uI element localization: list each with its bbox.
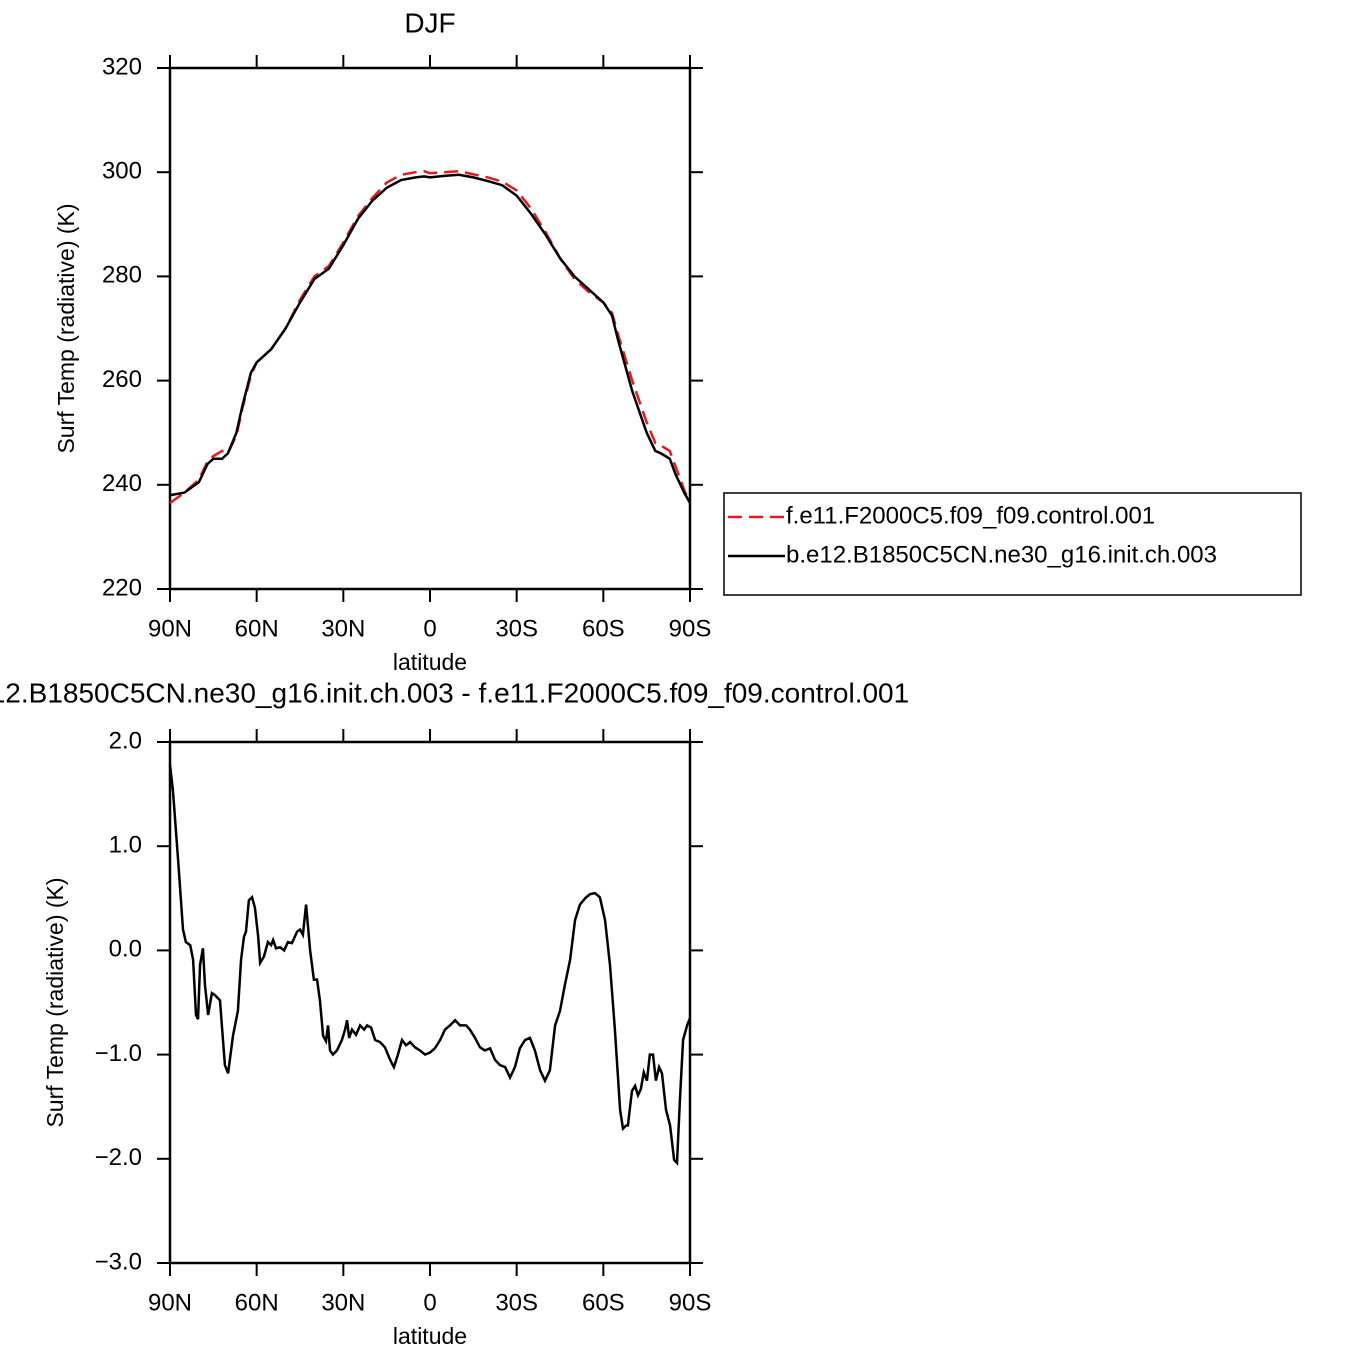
x-tick-label: 60N [235, 1289, 279, 1316]
chart-title: DJF [404, 7, 455, 38]
x-tick-label: 90S [669, 1289, 712, 1316]
x-tick-label: 60N [235, 615, 279, 642]
y-tick-label: −1.0 [95, 1040, 142, 1067]
plot-frame [168, 66, 692, 591]
y-axis-label: Surf Temp (radiative) (K) [42, 877, 68, 1127]
x-tick-label: 60S [582, 615, 625, 642]
y-tick-label: 220 [102, 574, 142, 601]
y-tick-label: 0.0 [109, 936, 142, 963]
y-tick-label: 240 [102, 470, 142, 497]
x-tick-label: 90S [669, 615, 712, 642]
x-tick-label: 30N [321, 1289, 365, 1316]
x-tick-label: 30N [321, 615, 365, 642]
y-tick-label: 320 [102, 53, 142, 80]
y-tick-label: −3.0 [95, 1248, 142, 1275]
y-tick-label: 260 [102, 366, 142, 393]
series-line [169, 169, 692, 505]
x-tick-label: 90N [148, 615, 192, 642]
y-tick-label: 1.0 [109, 832, 142, 859]
x-tick-label: 30S [495, 615, 538, 642]
legend-label: f.e11.F2000C5.f09_f09.control.001 [786, 502, 1155, 529]
x-tick-label: 60S [582, 1289, 625, 1316]
x-axis-label: latitude [393, 1323, 467, 1349]
y-tick-label: 2.0 [109, 727, 142, 754]
x-tick-label: 90N [148, 1289, 192, 1316]
x-tick-label: 0 [423, 615, 436, 642]
y-axis-label: Surf Temp (radiative) (K) [53, 203, 79, 453]
legend-label: b.e12.B1850C5CN.ne30_g16.init.ch.003 [786, 541, 1217, 568]
series-line [169, 173, 692, 504]
plot-frame [168, 740, 692, 1265]
x-axis-label: latitude [393, 649, 467, 675]
x-tick-label: 0 [423, 1289, 436, 1316]
legend-box [723, 492, 1302, 596]
y-tick-label: −2.0 [95, 1144, 142, 1171]
y-tick-label: 280 [102, 262, 142, 289]
y-tick-label: 300 [102, 158, 142, 185]
chart-title: b.e12.B1850C5CN.ne30_g16.init.ch.003 - f… [0, 677, 909, 708]
series-line [168, 764, 692, 1167]
x-tick-label: 30S [495, 1289, 538, 1316]
